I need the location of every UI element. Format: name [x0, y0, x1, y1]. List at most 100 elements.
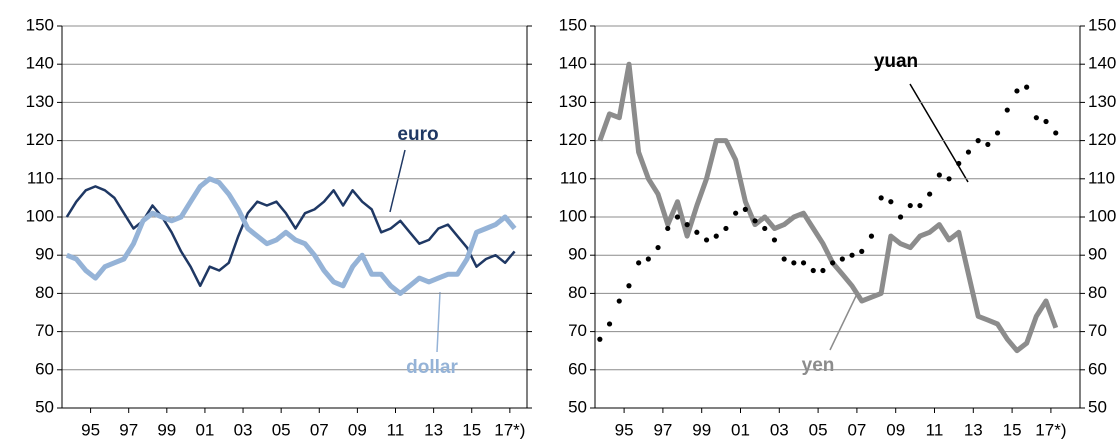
- y-tick-label: 50: [568, 397, 587, 416]
- series-label: dollar: [406, 357, 458, 378]
- x-tick-label: 95: [615, 420, 634, 439]
- data-point: [703, 237, 710, 243]
- y-tick-label: 70: [568, 321, 587, 340]
- x-tick-label: 97: [119, 420, 138, 439]
- y-tick-label: 150: [559, 15, 587, 34]
- data-point: [791, 260, 797, 266]
- yuan-pointer: [909, 83, 969, 183]
- data-point: [665, 225, 671, 232]
- data-point: [830, 260, 836, 266]
- data-point: [616, 298, 622, 304]
- series-label: euro: [397, 124, 438, 145]
- data-point: [733, 210, 739, 216]
- y-tick-label: 80: [35, 283, 54, 302]
- x-tick-label: 09: [886, 420, 905, 439]
- x-tick-label: 95: [81, 420, 100, 439]
- data-point: [752, 218, 758, 224]
- y2-tick-label: 140: [1088, 54, 1116, 73]
- y-tick-label: 120: [559, 130, 587, 149]
- y-tick-label: 50: [35, 397, 54, 416]
- data-point: [713, 233, 719, 239]
- data-point: [917, 202, 923, 209]
- data-point: [936, 172, 942, 178]
- series-label: yen: [802, 355, 835, 376]
- data-point: [626, 283, 632, 289]
- x-tick-label: 05: [272, 420, 291, 439]
- y-tick-label: 60: [568, 359, 587, 378]
- y-tick-label: 90: [35, 245, 54, 264]
- data-point: [888, 199, 894, 205]
- y-tick-label: 140: [559, 54, 587, 73]
- series-line: [597, 61, 1059, 354]
- x-tick-label: 17*): [1035, 420, 1066, 439]
- series-line: [65, 176, 517, 296]
- y-tick-label: 80: [568, 283, 587, 302]
- data-point: [723, 225, 729, 232]
- y-tick-label: 140: [26, 54, 54, 73]
- x-tick-label: 03: [770, 420, 789, 439]
- y2-tick-label: 70: [1088, 321, 1107, 340]
- data-point: [965, 149, 972, 155]
- y-tick-label: 130: [26, 92, 54, 111]
- data-point: [839, 256, 845, 262]
- data-point: [597, 336, 603, 342]
- x-tick-label: 01: [731, 420, 750, 439]
- x-tick-label: 17*): [494, 420, 525, 439]
- data-point: [636, 260, 642, 266]
- x-tick-label: 99: [692, 420, 711, 439]
- data-point: [859, 248, 865, 254]
- x-tick-label: 15: [1003, 420, 1022, 439]
- x-tick-label: 11: [387, 420, 405, 439]
- x-tick-label: 05: [809, 420, 828, 439]
- y2-tick-label: 120: [1088, 130, 1116, 149]
- x-tick-label: 13: [964, 420, 983, 439]
- x-tick-label: 13: [424, 420, 443, 439]
- data-point: [606, 321, 613, 327]
- data-point: [645, 256, 651, 262]
- data-point: [1033, 115, 1039, 121]
- data-point: [1024, 84, 1030, 90]
- data-point: [975, 138, 981, 144]
- y2-tick-label: 80: [1088, 283, 1107, 302]
- data-point: [849, 252, 855, 258]
- data-point: [994, 130, 1001, 136]
- y2-tick-label: 90: [1088, 245, 1107, 264]
- x-tick-label: 09: [348, 420, 367, 439]
- x-tick-label: 07: [847, 420, 866, 439]
- y2-tick-label: 130: [1088, 92, 1116, 111]
- data-point: [897, 214, 904, 220]
- data-point: [907, 202, 913, 209]
- x-tick-label: 15: [462, 420, 481, 439]
- data-point: [820, 267, 826, 274]
- data-point: [1053, 130, 1059, 136]
- data-point: [985, 141, 991, 148]
- yen-pointer: [829, 295, 857, 351]
- dollar-pointer: [436, 291, 441, 353]
- x-tick-label: 97: [653, 420, 672, 439]
- data-point: [810, 267, 816, 274]
- y2-tick-label: 60: [1088, 359, 1107, 378]
- y2-tick-label: 150: [1088, 15, 1116, 34]
- x-tick-label: 99: [157, 420, 176, 439]
- euro-pointer: [389, 149, 406, 213]
- y-tick-label: 110: [560, 168, 587, 187]
- x-tick-label: 03: [234, 420, 253, 439]
- data-point: [694, 229, 700, 235]
- y-tick-label: 130: [559, 92, 587, 111]
- y-tick-label: 90: [568, 245, 587, 264]
- y-tick-label: 150: [26, 15, 54, 34]
- y-tick-label: 60: [35, 359, 54, 378]
- y-tick-label: 100: [26, 206, 54, 225]
- data-point: [868, 233, 875, 239]
- x-tick-label: 01: [195, 420, 214, 439]
- data-point: [800, 260, 807, 266]
- data-point: [1014, 88, 1020, 94]
- y2-tick-label: 100: [1088, 206, 1116, 225]
- y2-tick-label: 50: [1088, 397, 1107, 416]
- x-tick-label: 11: [926, 420, 944, 439]
- y-tick-label: 110: [27, 168, 54, 187]
- data-point: [927, 191, 933, 197]
- data-point: [956, 160, 962, 167]
- data-point: [655, 244, 661, 251]
